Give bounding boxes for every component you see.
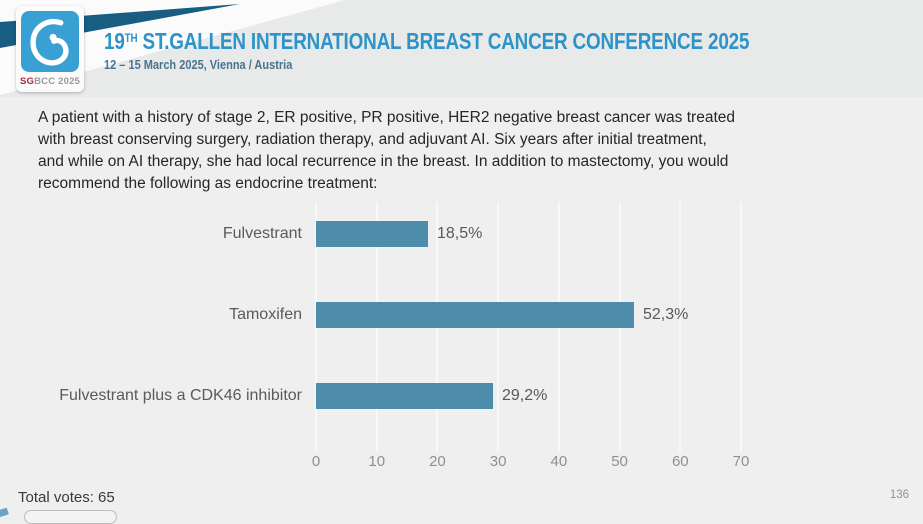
x-axis-tick-label: 10: [368, 453, 386, 470]
total-votes-label: Total votes: 65: [18, 489, 115, 506]
x-axis-tick-label: 30: [489, 453, 507, 470]
conference-logo: SGBCC 2025: [16, 6, 84, 92]
title-superscript: TH: [124, 31, 138, 45]
x-axis-tick-label: 50: [611, 453, 628, 470]
chart-gridline: [740, 202, 742, 451]
conference-subtitle: 12 – 15 March 2025, Vienna / Austria: [104, 58, 293, 72]
category-label: Fulvestrant: [222, 225, 302, 242]
bar-1: [316, 221, 428, 247]
logo-caption-sg: SG: [19, 76, 35, 87]
conference-title: 19TH ST.GALLEN INTERNATIONAL BREAST CANC…: [104, 28, 749, 55]
title-number: 19: [104, 28, 125, 54]
x-axis-tick-label: 0: [311, 453, 321, 470]
logo-drop-icon: [21, 11, 79, 72]
logo-caption-year: 2025: [58, 76, 81, 87]
bottom-cutoff-button: [24, 510, 117, 524]
value-label: 29,2%: [502, 387, 548, 404]
title-rest: ST.GALLEN INTERNATIONAL BREAST CANCER CO…: [137, 28, 750, 54]
header-title-block: 19TH ST.GALLEN INTERNATIONAL BREAST CANC…: [104, 28, 891, 74]
bar-2: [316, 302, 634, 328]
bar-3: [316, 383, 493, 409]
page-number: 136: [889, 489, 909, 501]
category-label: Tamoxifen: [229, 306, 302, 323]
poll-question-text: A patient with a history of stage 2, ER …: [38, 109, 735, 192]
chart-gridline: [679, 202, 682, 451]
header-band: SGBCC 2025 19TH ST.GALLEN INTERNATIONAL …: [0, 0, 923, 97]
logo-caption-bcc: BCC: [34, 76, 56, 87]
x-axis-tick-label: 60: [671, 453, 689, 470]
value-label: 18,5%: [437, 225, 483, 242]
x-axis-tick-label: 20: [429, 453, 446, 470]
category-label: Fulvestrant plus a CDK46 inhibitor: [59, 387, 302, 404]
logo-caption: SGBCC 2025: [20, 76, 80, 87]
x-axis-tick-label: 70: [732, 453, 750, 470]
x-axis-tick-label: 40: [550, 453, 568, 470]
value-label: 52,3%: [643, 306, 689, 323]
